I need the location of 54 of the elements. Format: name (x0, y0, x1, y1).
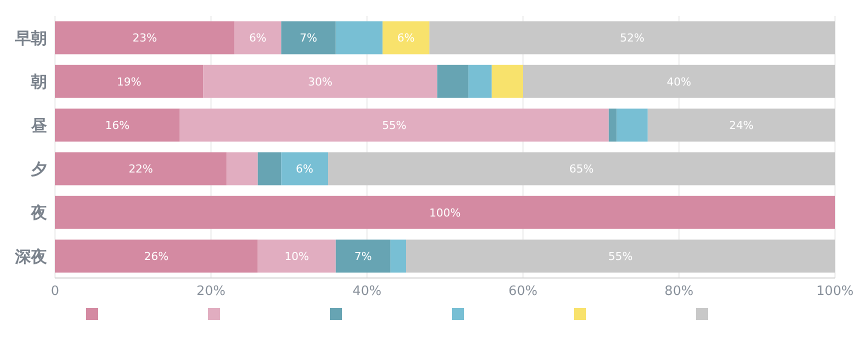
data-label: 22% (128, 162, 154, 176)
bar (648, 108, 835, 142)
bar (55, 196, 835, 229)
y-tick-label: 深夜 (14, 246, 48, 266)
bar (468, 64, 492, 98)
y-tick-label: 朝 (30, 72, 47, 92)
data-label: 10% (284, 250, 310, 264)
bar (180, 108, 609, 142)
data-label: 19% (116, 75, 142, 88)
bar (492, 64, 523, 98)
data-label: 6% (296, 162, 314, 176)
bar (523, 64, 835, 98)
bar (55, 64, 204, 98)
bar (429, 21, 835, 54)
bar (55, 240, 258, 273)
bar (390, 240, 406, 273)
x-tick-label: 0 (50, 284, 60, 300)
bar (281, 21, 336, 54)
x-tick-label: 80% (664, 284, 694, 300)
data-label: 6% (249, 32, 267, 45)
x-tick-label: 40% (352, 284, 382, 300)
bar (55, 108, 180, 142)
bar (336, 240, 390, 273)
bar (203, 64, 438, 98)
bar (226, 152, 258, 186)
bar (608, 108, 617, 142)
x-tick-label: 100% (816, 284, 854, 300)
bar (336, 21, 383, 54)
data-label: 16% (105, 119, 130, 132)
data-label: 23% (132, 32, 157, 45)
y-tick-label: 早朝 (14, 28, 47, 48)
bar (234, 21, 282, 54)
bar (328, 152, 835, 186)
bar (55, 152, 227, 186)
bar (258, 240, 336, 273)
y-tick-label: 夜 (30, 203, 48, 222)
x-tick-label: 60% (508, 284, 538, 300)
data-label: 55% (382, 119, 407, 132)
data-label: 26% (144, 250, 169, 264)
data-label: 30% (308, 75, 332, 88)
data-label: 7% (300, 32, 318, 45)
y-tick-label: 昼 (30, 116, 47, 135)
data-label: 6% (397, 32, 415, 45)
bar (382, 21, 430, 54)
bar (616, 108, 648, 142)
data-label: 100% (429, 206, 461, 220)
bar (281, 152, 328, 186)
data-label: 7% (354, 250, 372, 264)
bar (55, 21, 234, 54)
bar (258, 152, 282, 186)
bar (437, 64, 468, 98)
y-tick-label: 夕 (30, 160, 47, 179)
x-tick-label: 20% (196, 284, 226, 300)
bar (406, 240, 835, 273)
